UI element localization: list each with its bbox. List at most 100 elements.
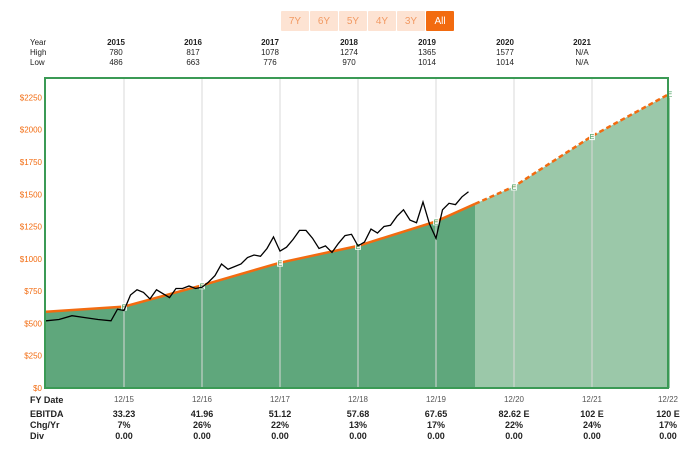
stats-high-label: High — [30, 48, 47, 57]
fast-graph-chart: $0 $250 $500 $750 $1000 $1250 $1500 $1750 $2000 $… — [20, 77, 673, 393]
fy-date-value: 12/20 — [503, 395, 525, 404]
fy-date-row: FY Date 12/15 12/16 12/17 12/18 12/19 12/20 12… — [0, 395, 690, 409]
fair-value-marker-label: E — [278, 261, 283, 268]
y-tick-label: $500 — [24, 319, 42, 328]
fair-value-marker — [277, 258, 283, 267]
ebitda-value: 120 E — [656, 409, 680, 419]
ebitda-label: EBITDA — [30, 409, 64, 419]
fy-date-value: 12/15 — [113, 395, 135, 404]
div-value: 0.00 — [193, 431, 211, 441]
ebitda-value: 33.23 — [112, 409, 136, 419]
stats-year-label: Year — [30, 38, 47, 47]
range-button-6y[interactable]: 6Y — [310, 11, 338, 31]
stats-year-value: 2019 — [418, 38, 436, 47]
projected-fair-value-area — [475, 93, 670, 388]
range-button-all[interactable]: All — [426, 11, 454, 31]
div-value: 0.00 — [349, 431, 367, 441]
chart-frame — [44, 77, 669, 389]
range-selector: 7Y 6Y 5Y 4Y 3Y All — [281, 11, 454, 31]
chg-yr-value: 26% — [192, 420, 211, 430]
fair-value-marker-label: E — [122, 305, 127, 312]
div-value: 0.00 — [115, 431, 133, 441]
range-button-7y[interactable]: 7Y — [281, 11, 309, 31]
div-value: 0.00 — [659, 431, 677, 441]
div-row: Div 0.00 0.00 0.00 0.00 0.00 0.00 0.00 0.00 — [0, 431, 690, 442]
stats-low-row: Low 486 663 776 970 1014 1014 N/A — [0, 58, 690, 68]
fair-value-marker — [511, 182, 517, 191]
range-button-5y[interactable]: 5Y — [339, 11, 367, 31]
fy-date-value: 12/16 — [191, 395, 213, 404]
historical-fair-value-area — [46, 203, 475, 388]
stats-low-value: 663 — [186, 58, 200, 67]
fiscal-table: FY Date 12/15 12/16 12/17 12/18 12/19 12/20 12… — [0, 395, 690, 442]
stats-low-value: 970 — [342, 58, 356, 67]
y-tick-label: $1000 — [20, 255, 43, 264]
div-value: 0.00 — [271, 431, 289, 441]
stats-year-value: 2021 — [573, 38, 591, 47]
fy-date-value: 12/18 — [347, 395, 369, 404]
stats-high-value: 1365 — [418, 48, 436, 57]
ebitda-value: 67.65 — [424, 409, 448, 419]
chg-yr-value: 22% — [504, 420, 523, 430]
stats-high-value: 1078 — [261, 48, 279, 57]
stats-year-value: 2020 — [496, 38, 514, 47]
y-tick-label: $1500 — [20, 190, 43, 199]
y-tick-label: $1250 — [20, 223, 43, 232]
fy-date-value: 12/17 — [269, 395, 291, 404]
div-value: 0.00 — [427, 431, 445, 441]
annual-price-stats: Year 2015 2016 2017 2018 2019 2020 2021 High 7… — [0, 38, 690, 68]
stats-low-value: 486 — [109, 58, 123, 67]
div-value: 0.00 — [583, 431, 601, 441]
ebitda-value: 51.12 — [268, 409, 292, 419]
ebitda-value: 102 E — [580, 409, 604, 419]
fair-value-line-projected — [474, 92, 671, 206]
y-tick-label: $750 — [24, 287, 42, 296]
stats-low-value: 776 — [263, 58, 277, 67]
fair-value-marker-label: E — [590, 134, 595, 141]
fy-date-value: 12/21 — [581, 395, 603, 404]
chg-yr-label: Chg/Yr — [30, 420, 60, 430]
price-line — [45, 191, 469, 322]
chg-yr-value: 22% — [270, 420, 289, 430]
fy-date-label: FY Date — [30, 395, 64, 405]
ebitda-value: 57.68 — [346, 409, 370, 419]
y-tick-label: $0 — [33, 384, 42, 393]
range-button-3y[interactable]: 3Y — [397, 11, 425, 31]
fair-value-marker-label: E — [434, 219, 439, 226]
stats-high-row: High 780 817 1078 1274 1365 1577 N/A — [0, 48, 690, 58]
stats-year-value: 2018 — [340, 38, 358, 47]
fair-value-marker — [199, 281, 205, 290]
stats-low-value: 1014 — [496, 58, 514, 67]
stats-high-value: 817 — [186, 48, 200, 57]
range-button-4y[interactable]: 4Y — [368, 11, 396, 31]
stats-year-value: 2015 — [107, 38, 125, 47]
stats-low-label: Low — [30, 58, 45, 67]
fair-value-marker-label: E — [356, 244, 361, 251]
y-tick-label: $250 — [24, 352, 42, 361]
chg-yr-value: 24% — [582, 420, 601, 430]
chg-yr-row: Chg/Yr 7% 26% 22% 13% 17% 22% 24% 17% — [0, 420, 690, 431]
y-tick-label: $1750 — [20, 158, 43, 167]
chg-yr-value: 13% — [348, 420, 367, 430]
chg-yr-value: 17% — [426, 420, 445, 430]
y-tick-label: $2250 — [20, 93, 43, 102]
div-label: Div — [30, 431, 45, 441]
fair-value-marker-label: E — [668, 92, 673, 99]
stats-low-value: N/A — [575, 58, 589, 67]
stats-year-value: 2016 — [184, 38, 202, 47]
y-tick-label: $2000 — [20, 126, 43, 135]
stats-year-row: Year 2015 2016 2017 2018 2019 2020 2021 — [0, 38, 690, 48]
ebitda-value: 41.96 — [190, 409, 214, 419]
stats-year-value: 2017 — [261, 38, 279, 47]
ebitda-value: 82.62 E — [498, 409, 530, 419]
stats-high-value: 1274 — [340, 48, 358, 57]
fy-date-value: 12/19 — [425, 395, 447, 404]
fair-value-marker — [121, 302, 127, 311]
fair-value-marker — [589, 132, 595, 141]
stats-high-value: N/A — [575, 48, 589, 57]
div-value: 0.00 — [505, 431, 523, 441]
stats-high-value: 780 — [109, 48, 123, 57]
fair-value-marker — [667, 89, 673, 98]
stats-high-value: 1577 — [496, 48, 514, 57]
fair-value-marker — [433, 217, 439, 226]
